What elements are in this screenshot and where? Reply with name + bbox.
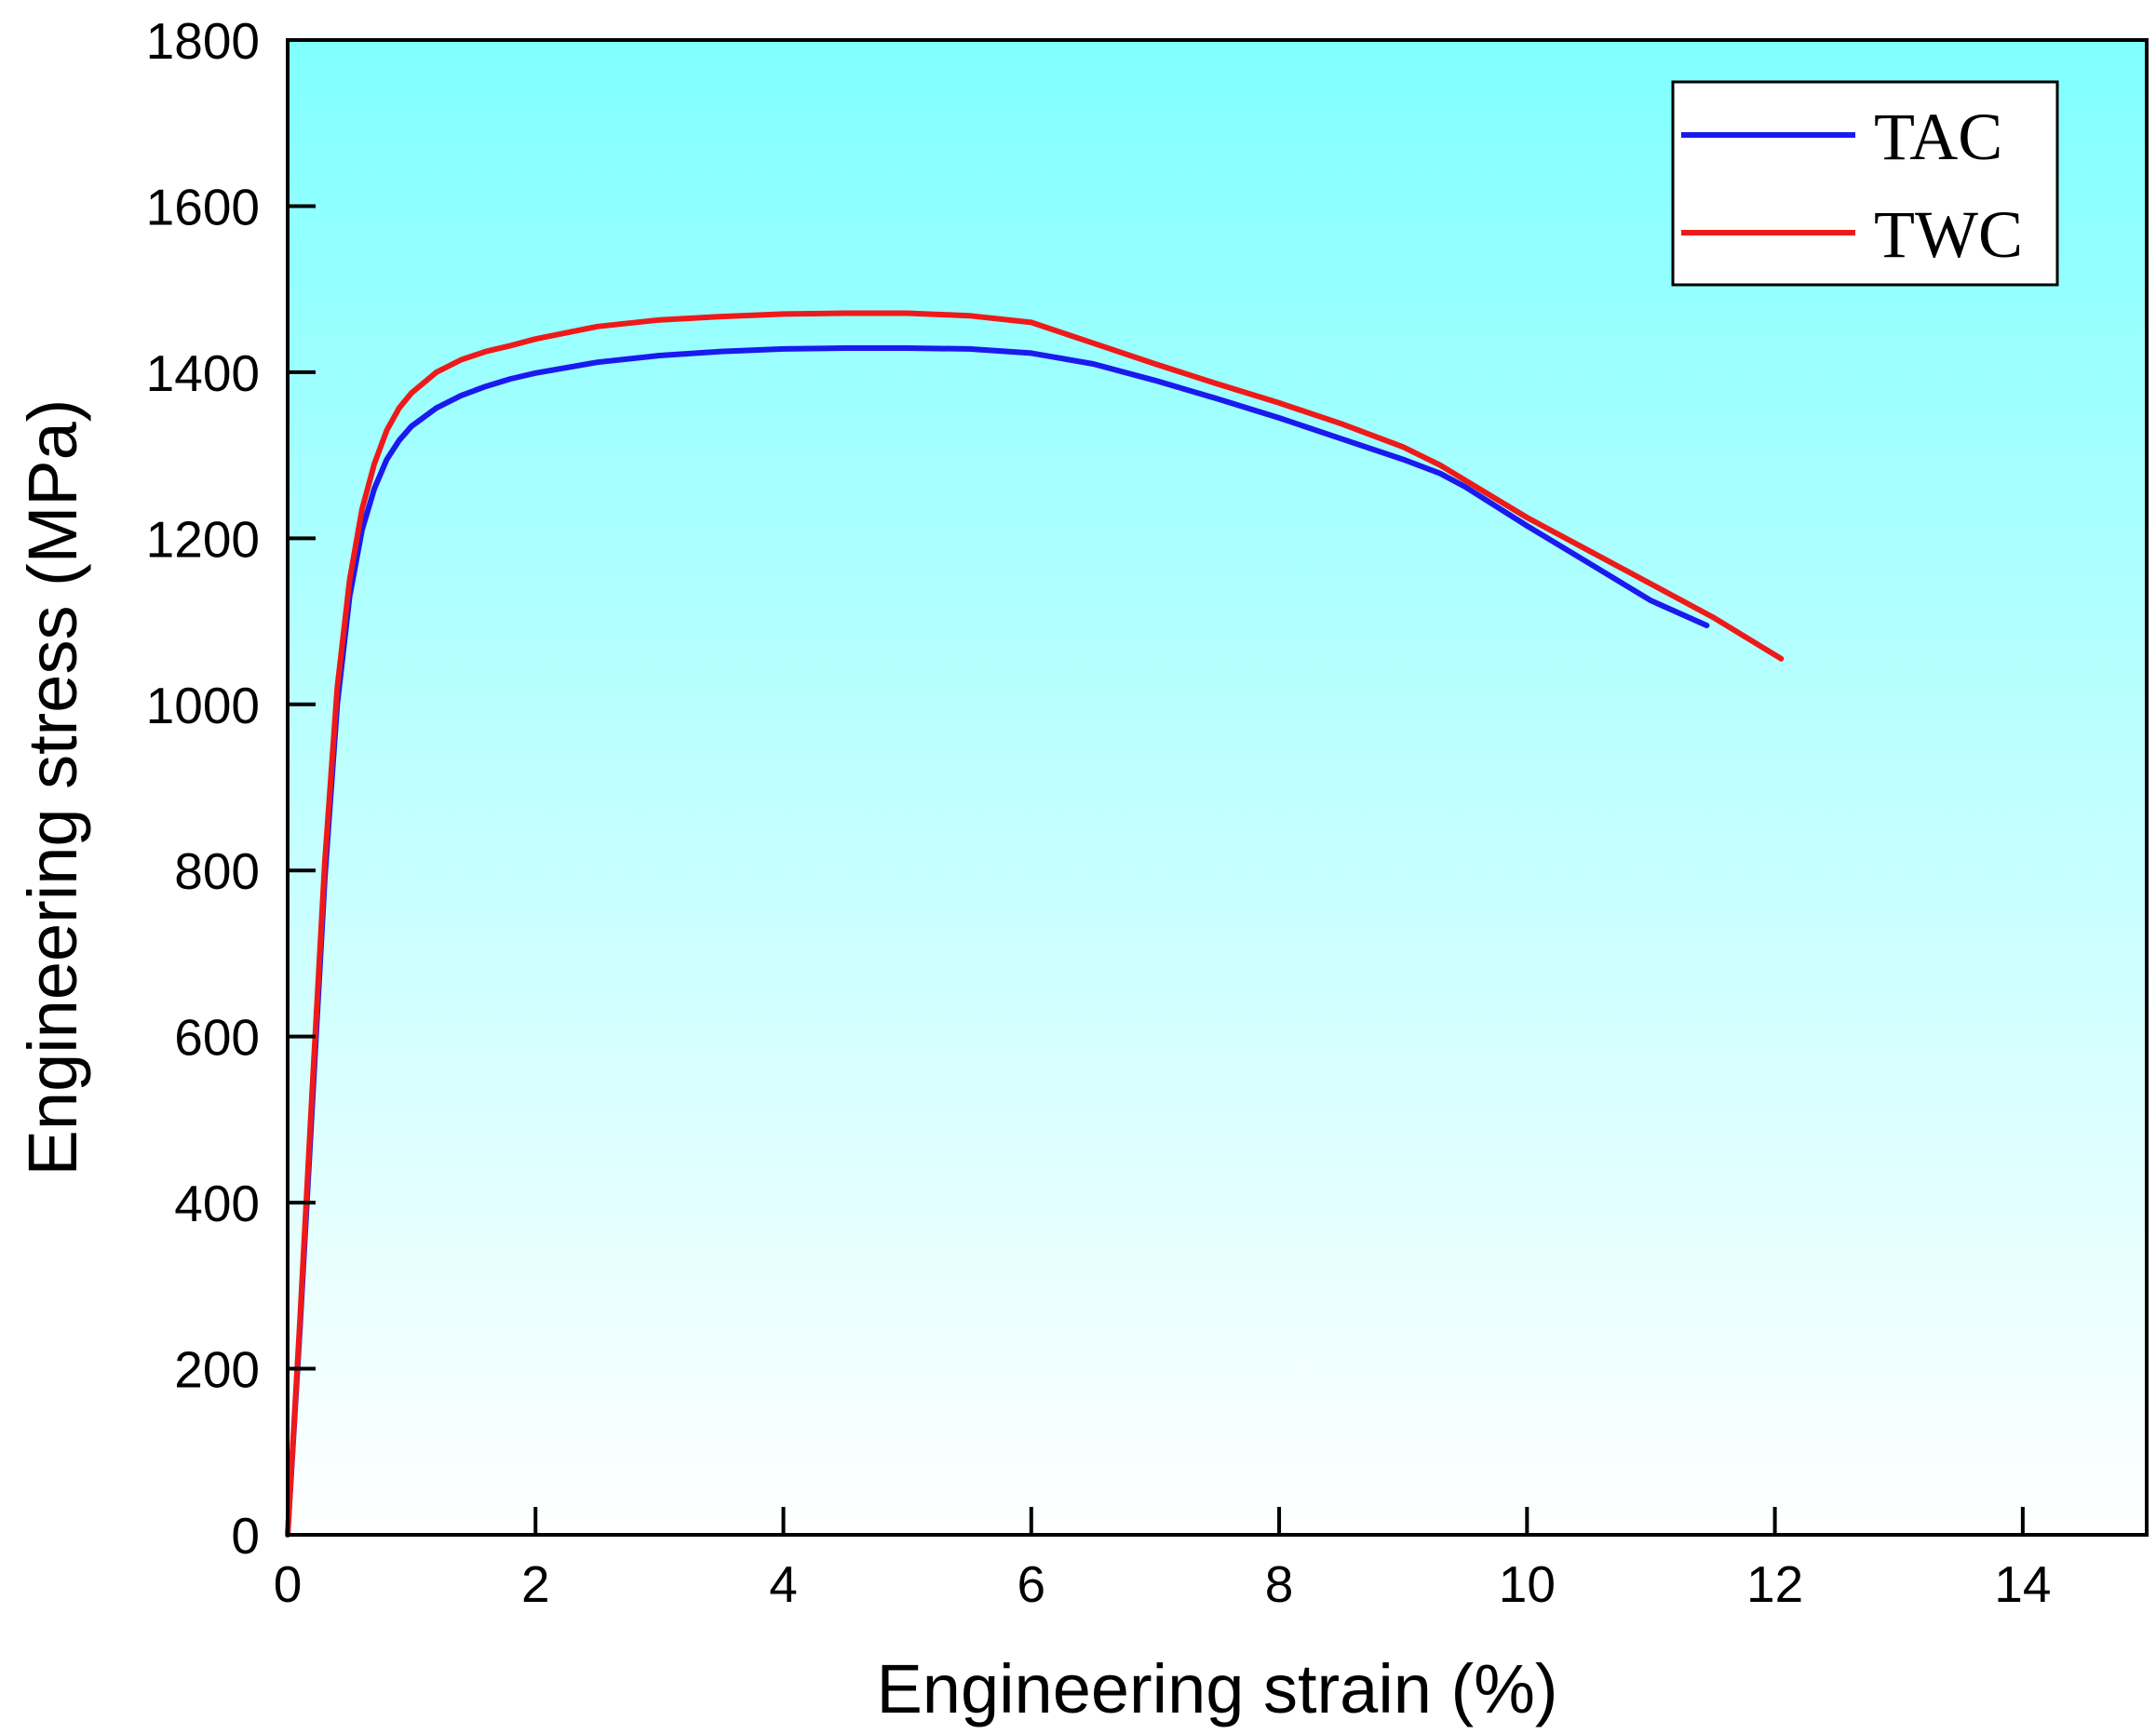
x-axis: 0 2 4 6 8 10 12 14 (274, 1507, 2051, 1613)
x-tick-label: 6 (1017, 1555, 1046, 1613)
legend-label-twc: TWC (1874, 197, 2023, 272)
x-tick-label: 0 (274, 1555, 303, 1613)
y-tick-label: 1000 (146, 677, 260, 734)
y-tick-label: 600 (174, 1009, 260, 1067)
plot-frame (286, 38, 2149, 1537)
series-line-twc (285, 310, 1785, 1538)
y-tick-label: 1400 (146, 344, 260, 402)
series-line-tac (285, 345, 1710, 1538)
legend-box (1671, 80, 2059, 287)
y-tick-label: 1800 (146, 12, 260, 70)
series-layer (285, 310, 1785, 1538)
x-tick-label: 10 (1499, 1555, 1556, 1613)
x-tick-label: 2 (521, 1555, 550, 1613)
y-tick-label: 0 (231, 1507, 260, 1565)
y-tick-label: 1600 (146, 178, 260, 235)
y-tick-label: 400 (174, 1175, 260, 1232)
y-axis: 0 200 400 600 800 1000 1200 1400 1600 1800 (146, 12, 316, 1565)
legend-label-tac: TAC (1874, 100, 2002, 174)
y-tick-label: 200 (174, 1341, 260, 1399)
x-axis-title: Engineering strain (%) (876, 1650, 1557, 1727)
legend: TAC TWC (1671, 80, 2059, 287)
y-axis-title: Engineering stress (MPa) (14, 399, 91, 1176)
x-tick-label: 12 (1746, 1555, 1803, 1613)
x-tick-label: 8 (1265, 1555, 1294, 1613)
x-tick-label: 14 (1994, 1555, 2051, 1613)
x-tick-label: 4 (769, 1555, 798, 1613)
plot-area (288, 40, 2147, 1535)
y-tick-label: 800 (174, 842, 260, 900)
y-tick-label: 1200 (146, 510, 260, 568)
